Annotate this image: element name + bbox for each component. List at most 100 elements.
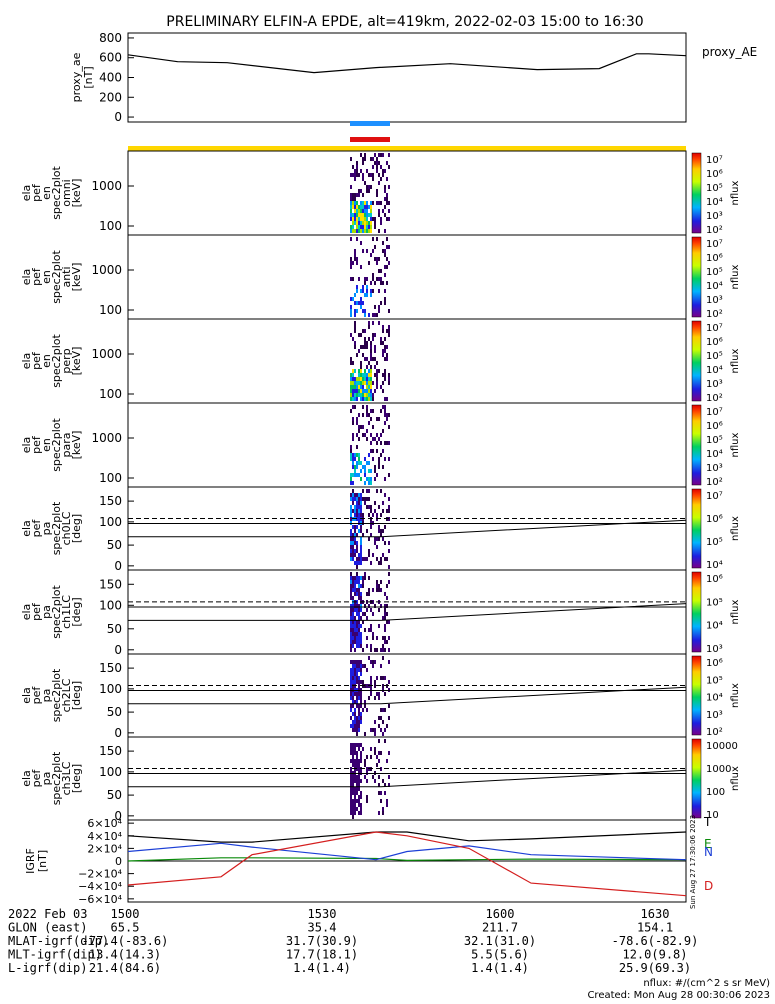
spectrogram-cell	[386, 803, 388, 807]
spectrogram-cell	[354, 616, 356, 620]
spectrogram-cell	[350, 624, 352, 628]
spectrogram-cell	[354, 636, 356, 640]
spectrogram-cell	[354, 253, 356, 257]
spectrogram-cell	[370, 397, 372, 401]
spectrogram-cell	[354, 799, 356, 803]
spectrogram-cell	[350, 373, 352, 377]
spectrogram-cell	[354, 751, 356, 755]
spectrogram-cell	[350, 616, 352, 620]
spectrogram-cell	[360, 632, 362, 636]
spectrogram-cell	[384, 357, 386, 361]
spectrogram-cell	[354, 257, 356, 261]
spectrogram-cell	[368, 325, 370, 329]
spectrogram-cell	[370, 481, 372, 485]
spectrogram-cell	[358, 553, 360, 557]
y-axis-label: ch2LC	[60, 678, 73, 712]
spectrogram-cell	[358, 664, 360, 668]
spectrogram-cell	[378, 209, 380, 213]
x-axis-value: -78.6(-82.9)	[612, 934, 699, 948]
spectrogram-cell	[372, 437, 374, 441]
spectrogram-cell	[356, 791, 358, 795]
spectrogram-cell	[384, 648, 386, 652]
spectrogram-cell	[362, 393, 364, 397]
spectrogram-cell	[356, 201, 358, 205]
spectrogram-cell	[356, 229, 358, 233]
spectrogram-cell	[360, 225, 362, 229]
spectrogram-cell	[378, 289, 380, 293]
spectrogram-cell	[388, 209, 390, 213]
y-axis-label: omni	[60, 179, 73, 206]
spectrogram-cell	[368, 489, 370, 493]
spectrogram-cell	[364, 217, 366, 221]
spectrogram-cell	[354, 309, 356, 313]
spectrogram-cell	[374, 281, 376, 285]
spectrogram-cell	[362, 680, 364, 684]
spectrogram-cell	[352, 457, 354, 461]
spectrogram-cell	[350, 517, 352, 521]
x-axis-value: 32.1(31.0)	[464, 934, 536, 948]
x-axis-value: 211.7	[482, 921, 518, 935]
y-axis-label: [nT]	[82, 66, 95, 88]
x-axis-value: 1.4(1.4)	[471, 961, 529, 975]
spectrogram-cell	[352, 545, 354, 549]
y-tick-label: 0	[114, 726, 122, 740]
spectrogram-cell	[366, 229, 368, 233]
spectrogram-cell	[362, 533, 364, 537]
spectrogram-cell	[378, 161, 380, 165]
spectrogram-cell	[354, 553, 356, 557]
spectrogram-cell	[352, 712, 354, 716]
spectrogram-cell	[356, 377, 358, 381]
colorbar-tick-label: 10⁶	[706, 658, 723, 669]
spectrogram-cell	[384, 728, 386, 732]
spectrogram-cell	[364, 457, 366, 461]
spectrogram-cell	[352, 700, 354, 704]
spectrogram-cell	[382, 688, 384, 692]
spectrogram-cell	[350, 576, 352, 580]
spectrogram-cell	[362, 209, 364, 213]
spectrogram-cell	[362, 161, 364, 165]
spectrogram-cell	[352, 787, 354, 791]
spectrogram-cell	[350, 397, 352, 401]
spectrogram-cell	[360, 704, 362, 708]
spectrogram-cell	[360, 537, 362, 541]
spectrogram-cell	[384, 197, 386, 201]
spectrogram-cell	[352, 704, 354, 708]
spectrogram-cell	[352, 751, 354, 755]
spectrogram-cell	[354, 795, 356, 799]
spectrogram-cell	[370, 533, 372, 537]
spectrogram-cell	[350, 724, 352, 728]
loss-cone-line	[128, 603, 687, 621]
spectrogram-cell	[378, 624, 380, 628]
spectrogram-cell	[368, 656, 370, 660]
y-axis-label: en	[40, 354, 53, 368]
spectrogram-cell	[350, 377, 352, 381]
spectrogram-cell	[370, 341, 372, 345]
spectrogram-cell	[350, 229, 352, 233]
spectrogram-cell	[354, 169, 356, 173]
spectrogram-cell	[362, 301, 364, 305]
spectrogram-cell	[384, 345, 386, 349]
spectrogram-cell	[356, 237, 358, 241]
spectrogram-cell	[364, 572, 366, 576]
spectrogram-cell	[378, 229, 380, 233]
spectrogram-cell	[386, 612, 388, 616]
spectrogram-cell	[388, 688, 390, 692]
spectrogram-cell	[362, 747, 364, 751]
spectrogram-cell	[352, 465, 354, 469]
spectrogram-cell	[388, 473, 390, 477]
spectrogram-cell	[384, 289, 386, 293]
spectrogram-cell	[366, 529, 368, 533]
y-tick-label: 4×10⁴	[87, 830, 122, 843]
spectrogram-cell	[352, 720, 354, 724]
spectrogram-cell	[350, 309, 352, 313]
spectrogram-cell	[362, 584, 364, 588]
spectrogram-cell	[360, 521, 362, 525]
y-axis-label: pef	[30, 519, 43, 538]
spectrogram-cell	[364, 309, 366, 313]
spectrogram-cell	[370, 648, 372, 652]
spectrogram-cell	[366, 389, 368, 393]
spectrogram-cell	[370, 365, 372, 369]
spectrogram-cell	[374, 257, 376, 261]
spectrogram-cell	[356, 213, 358, 217]
spectrogram-cell	[386, 759, 388, 763]
